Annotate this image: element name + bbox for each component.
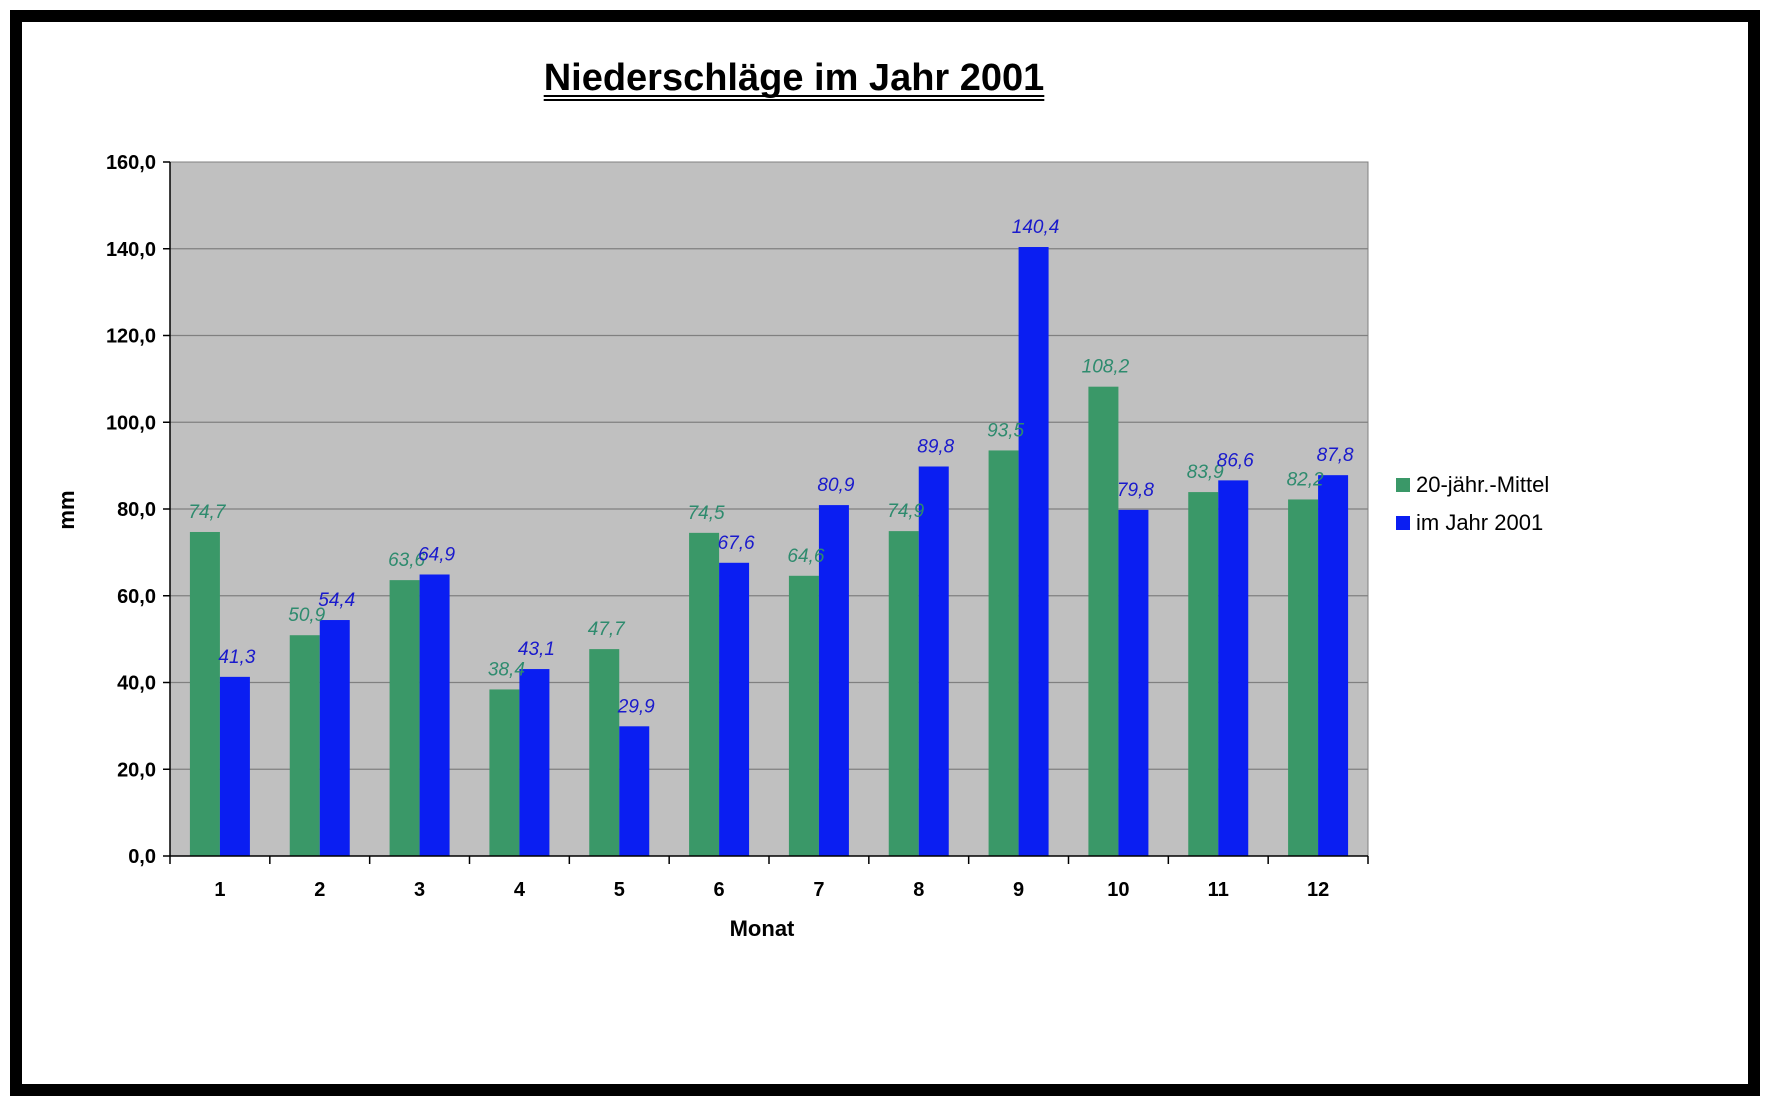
bar-mittel-7 bbox=[788, 575, 819, 856]
x-tick-label: 9 bbox=[1013, 879, 1024, 901]
y-tick-label: 120,0 bbox=[106, 326, 156, 348]
data-label: 74,9 bbox=[887, 501, 924, 522]
y-tick-label: 100,0 bbox=[106, 412, 156, 434]
legend-swatch bbox=[1396, 478, 1410, 492]
x-tick-label: 12 bbox=[1307, 879, 1329, 901]
x-tick-label: 5 bbox=[614, 879, 625, 901]
data-label: 83,9 bbox=[1187, 462, 1224, 483]
x-tick-label: 4 bbox=[514, 879, 526, 901]
data-label: 50,9 bbox=[288, 605, 325, 626]
y-axis-ticks: 0,0 20,0 40,0 60,0 80,0 100,0 120,0 140,0 160,0 bbox=[106, 152, 170, 868]
x-tick-label: 7 bbox=[813, 879, 824, 901]
bar-2001-9 bbox=[1018, 247, 1049, 856]
legend-swatch bbox=[1396, 516, 1410, 530]
y-tick-label: 60,0 bbox=[117, 586, 156, 608]
data-label: 29,9 bbox=[617, 696, 655, 717]
legend-label: im Jahr 2001 bbox=[1416, 510, 1543, 535]
data-label: 67,6 bbox=[718, 533, 755, 554]
bar-2001-12 bbox=[1318, 475, 1349, 856]
grid-lines bbox=[170, 248, 1368, 770]
bar-mittel-4 bbox=[489, 689, 520, 856]
data-label: 54,4 bbox=[318, 590, 355, 611]
bar-mittel-1 bbox=[189, 531, 220, 856]
y-tick-label: 20,0 bbox=[117, 759, 156, 781]
bar-mittel-5 bbox=[589, 649, 620, 856]
y-tick-label: 40,0 bbox=[117, 673, 156, 695]
x-tick-label: 6 bbox=[714, 879, 725, 901]
bar-mittel-12 bbox=[1288, 499, 1319, 856]
data-label: 74,5 bbox=[688, 503, 725, 524]
chart-title: Niederschläge im Jahr 2001 bbox=[544, 57, 1045, 99]
bar-mittel-9 bbox=[988, 450, 1019, 856]
data-label: 63,6 bbox=[388, 550, 425, 571]
data-label: 82,2 bbox=[1287, 469, 1324, 490]
bar-2001-6 bbox=[719, 562, 750, 856]
bar-mittel-3 bbox=[389, 580, 420, 856]
data-label: 89,8 bbox=[917, 436, 954, 457]
y-tick-label: 160,0 bbox=[106, 152, 156, 174]
y-tick-label: 140,0 bbox=[106, 239, 156, 261]
bar-2001-5 bbox=[619, 726, 650, 856]
bar-mittel-10 bbox=[1088, 386, 1119, 856]
x-axis-title: Monat bbox=[730, 916, 795, 941]
y-axis-title: mm bbox=[54, 490, 79, 529]
bar-mittel-11 bbox=[1188, 492, 1219, 856]
data-label: 38,4 bbox=[488, 659, 525, 680]
x-tick-label: 10 bbox=[1107, 879, 1129, 901]
data-labels: 74,7 41,3 50,954,4 63,664,9 38,443,1 47,7 29,9… bbox=[188, 217, 1354, 717]
x-tick-label: 2 bbox=[314, 879, 325, 901]
data-label: 64,6 bbox=[787, 546, 824, 567]
x-tick-label: 3 bbox=[414, 879, 425, 901]
data-label: 79,8 bbox=[1117, 480, 1154, 501]
data-label: 74,7 bbox=[188, 502, 226, 523]
chart: Niederschläge im Jahr 2001 74,741,350,95… bbox=[54, 57, 1549, 941]
data-label: 87,8 bbox=[1317, 445, 1354, 466]
data-label: 86,6 bbox=[1217, 450, 1254, 471]
x-tick-label: 11 bbox=[1208, 879, 1229, 901]
chart-title-group: Niederschläge im Jahr 2001 bbox=[543, 57, 1045, 101]
data-label: 41,3 bbox=[218, 647, 255, 668]
chart-frame: Niederschläge im Jahr 2001 74,7 41,3 50,9 5… bbox=[10, 10, 1760, 1096]
bar-mittel-6 bbox=[689, 532, 720, 856]
y-tick-label: 0,0 bbox=[128, 846, 156, 868]
data-label: 93,5 bbox=[987, 420, 1024, 441]
x-tick-label: 8 bbox=[913, 879, 924, 901]
bar-mittel-2 bbox=[289, 635, 320, 856]
bar-2001-4 bbox=[519, 669, 550, 856]
x-tick-label: 1 bbox=[214, 879, 225, 901]
bar-2001-7 bbox=[818, 505, 849, 856]
data-label: 43,1 bbox=[518, 639, 555, 660]
x-axis-ticks: 1 2 3 4 5 6 7 8 9 10 11 12 bbox=[169, 856, 1369, 901]
bar-2001-10 bbox=[1118, 509, 1149, 856]
bar-2001-1 bbox=[219, 676, 250, 856]
data-label: 140,4 bbox=[1012, 217, 1060, 238]
bar-2001-3 bbox=[419, 574, 450, 856]
bar-2001-11 bbox=[1218, 480, 1249, 856]
bar-mittel-8 bbox=[888, 531, 919, 856]
legend: 20-jähr.-Mittel im Jahr 2001 bbox=[1396, 472, 1549, 535]
data-label: 64,9 bbox=[418, 544, 455, 565]
legend-label: 20-jähr.-Mittel bbox=[1416, 472, 1549, 497]
bar-2001-2 bbox=[319, 620, 350, 856]
bars bbox=[189, 247, 1349, 856]
data-label: 47,7 bbox=[588, 619, 626, 640]
data-label: 108,2 bbox=[1082, 357, 1130, 378]
y-tick-label: 80,0 bbox=[117, 499, 156, 521]
data-label: 80,9 bbox=[817, 475, 854, 496]
bar-2001-8 bbox=[918, 466, 949, 856]
